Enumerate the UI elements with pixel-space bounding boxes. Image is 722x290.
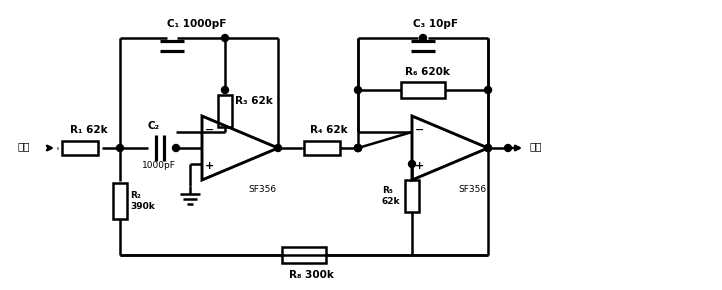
- Circle shape: [355, 144, 362, 151]
- Text: SF356: SF356: [248, 186, 276, 195]
- Text: SF356: SF356: [458, 186, 486, 195]
- Circle shape: [409, 160, 415, 168]
- Circle shape: [484, 144, 492, 151]
- Circle shape: [222, 35, 228, 41]
- Text: 输入: 输入: [18, 141, 30, 151]
- Text: R₅
62k: R₅ 62k: [382, 186, 401, 206]
- Circle shape: [355, 86, 362, 93]
- Circle shape: [274, 144, 282, 151]
- Text: R₆ 620k: R₆ 620k: [405, 67, 450, 77]
- Text: R₂
390k: R₂ 390k: [130, 191, 155, 211]
- Text: 输出: 输出: [530, 141, 542, 151]
- Circle shape: [116, 144, 123, 151]
- Text: −: −: [415, 125, 425, 135]
- Text: R₃ 62k: R₃ 62k: [235, 96, 273, 106]
- Circle shape: [484, 86, 492, 93]
- Text: −: −: [205, 125, 214, 135]
- Circle shape: [355, 144, 362, 151]
- Circle shape: [355, 144, 362, 151]
- Text: C₁ 1000pF: C₁ 1000pF: [167, 19, 227, 29]
- Text: C₂: C₂: [148, 121, 160, 131]
- Text: +: +: [415, 161, 425, 171]
- Circle shape: [484, 144, 492, 151]
- Text: R₁ 62k: R₁ 62k: [70, 125, 108, 135]
- Text: R₄ 62k: R₄ 62k: [310, 125, 347, 135]
- Text: +: +: [205, 161, 214, 171]
- Circle shape: [173, 144, 180, 151]
- Text: 1000pF: 1000pF: [142, 162, 176, 171]
- Text: C₃ 10pF: C₃ 10pF: [413, 19, 458, 29]
- Circle shape: [505, 144, 511, 151]
- Circle shape: [419, 35, 427, 41]
- Circle shape: [222, 86, 228, 93]
- Text: R₈ 300k: R₈ 300k: [289, 270, 334, 280]
